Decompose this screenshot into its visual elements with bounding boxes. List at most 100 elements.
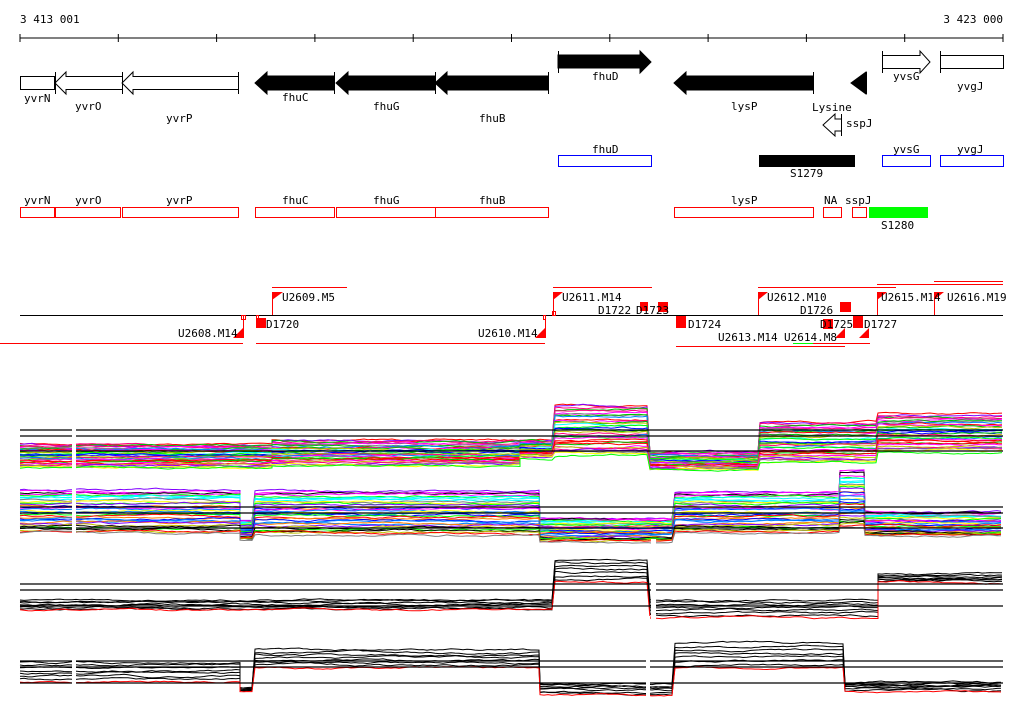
gene-label: yvsG [893, 70, 920, 83]
gene-label: fhuG [373, 100, 400, 113]
expression-series-line [19, 570, 1003, 612]
expression-series-line [19, 580, 1003, 620]
red-box-label: yvrN [24, 194, 51, 207]
blue-box-yvgJ[interactable] [940, 155, 1004, 167]
flag-icon [934, 292, 944, 300]
gene-label: Lysine [812, 101, 852, 114]
expression-panel-1 [19, 385, 1003, 485]
blue-box-label: fhuD [592, 143, 619, 156]
gene-yvrN[interactable] [20, 76, 55, 90]
red-box-fhuC[interactable] [255, 207, 335, 218]
red-box-lysP[interactable] [674, 207, 814, 218]
flag-icon [859, 328, 869, 338]
gene-label: yvrP [166, 112, 193, 125]
flag-icon [553, 292, 563, 300]
expression-panels [19, 385, 1003, 714]
feature-label[interactable]: U2615.M14 [881, 291, 941, 304]
expression-panel-2 [19, 462, 1003, 562]
red-box-label: S1280 [881, 219, 914, 232]
red-box-label: yvrO [75, 194, 102, 207]
blue-box-label: S1279 [790, 167, 823, 180]
gene-yvrP[interactable] [121, 70, 239, 96]
red-box-fhuB[interactable] [435, 207, 549, 218]
red-box-yvrO[interactable] [55, 207, 121, 218]
gene-sspJ[interactable] [822, 112, 842, 138]
gene-fhuC[interactable] [254, 70, 335, 96]
gene-label: fhuD [592, 70, 619, 83]
feature-label[interactable]: U2608.M14 [178, 327, 238, 340]
gene-labels: yvrN yvrO yvrP fhuC fhuG fhuB fhuD lysP … [24, 70, 984, 130]
feature-label[interactable]: D1724 [688, 318, 721, 331]
feature-label[interactable]: U2610.M14 [478, 327, 538, 340]
red-box-yvrN[interactable] [20, 207, 55, 218]
expression-series-line [19, 435, 1003, 466]
gene-yvgJ[interactable] [940, 55, 1004, 69]
feature-D1727[interactable] [853, 316, 863, 328]
feature-label[interactable]: D1722 [598, 304, 631, 317]
gene-label: sspJ [846, 117, 873, 130]
ruler-end-label: 3 423 000 [943, 13, 1003, 26]
red-box-label: sspJ [845, 194, 872, 207]
gene-lysP[interactable] [673, 70, 814, 96]
expression-series-line [20, 561, 1003, 604]
gene-fhuD[interactable] [557, 49, 652, 75]
expression-series-line [19, 409, 1003, 457]
expression-series-line [19, 446, 1003, 471]
feature-label[interactable]: D1725 [820, 318, 853, 331]
gene-label: fhuC [282, 91, 309, 104]
feature-label[interactable]: U2616.M19 [947, 291, 1007, 304]
gene-fhuG[interactable] [335, 70, 436, 96]
gene-label: yvrN [24, 92, 51, 105]
red-box-yvrP[interactable] [122, 207, 239, 218]
feature-D1722[interactable] [640, 302, 648, 311]
feature-label[interactable]: U2611.M14 [562, 291, 622, 304]
expression-panel-4 [19, 616, 1003, 714]
expression-series-line [19, 652, 1002, 691]
data-gap [72, 616, 76, 714]
blue-box-fhuD[interactable] [558, 155, 652, 167]
feature-D1724[interactable] [676, 316, 686, 328]
expression-series-line [19, 407, 1003, 455]
feature-label[interactable]: U2613.M14 [718, 331, 778, 344]
gene-yvsG[interactable] [882, 49, 931, 75]
flag-icon [272, 292, 283, 300]
blue-annotation-track: fhuD S1279 yvsG yvgJ [558, 143, 1004, 180]
green-box-S1280[interactable] [869, 207, 928, 218]
expression-series-line [19, 415, 1003, 457]
feature-D1720[interactable] [256, 318, 266, 328]
gene-track [20, 49, 1004, 138]
red-box-label: lysP [731, 194, 758, 207]
feature-label[interactable]: U2609.M5 [282, 291, 335, 304]
feature-label[interactable]: U2614.M8 [784, 331, 837, 344]
blue-box-label: yvsG [893, 143, 920, 156]
feature-label[interactable]: D1727 [864, 318, 897, 331]
expression-series-line [20, 420, 1003, 460]
feature-label[interactable]: D1723 [636, 304, 669, 317]
data-gap [651, 539, 656, 639]
expression-series-line [19, 526, 1001, 544]
red-box-NA[interactable] [823, 207, 842, 218]
gene-fhuB[interactable] [434, 70, 549, 96]
expression-series-line [19, 445, 1003, 469]
data-gap [646, 616, 650, 714]
expression-series-line [19, 575, 1003, 615]
gene-label: fhuB [479, 112, 506, 125]
expression-series-line [19, 451, 1003, 472]
red-box-fhuG[interactable] [336, 207, 436, 218]
gene-lysine-riboswitch[interactable] [850, 71, 867, 95]
feature-D1723[interactable] [658, 302, 668, 312]
flag-icon [535, 328, 545, 338]
feature-D1725[interactable] [823, 319, 833, 329]
black-box-S1279[interactable] [759, 155, 855, 167]
blue-box-yvsG[interactable] [882, 155, 931, 167]
feature-label[interactable]: D1726 [800, 304, 833, 317]
feature-label[interactable]: U2612.M10 [767, 291, 827, 304]
red-box-sspJ[interactable] [852, 207, 867, 218]
coordinate-ruler: 3 413 001 3 423 000 [19, 13, 1004, 42]
expression-series-line [19, 411, 1003, 455]
expression-series-line [19, 558, 1003, 603]
feature-label[interactable]: D1720 [266, 318, 299, 331]
gene-yvrO[interactable] [54, 70, 123, 96]
feature-D1726[interactable] [840, 302, 851, 312]
